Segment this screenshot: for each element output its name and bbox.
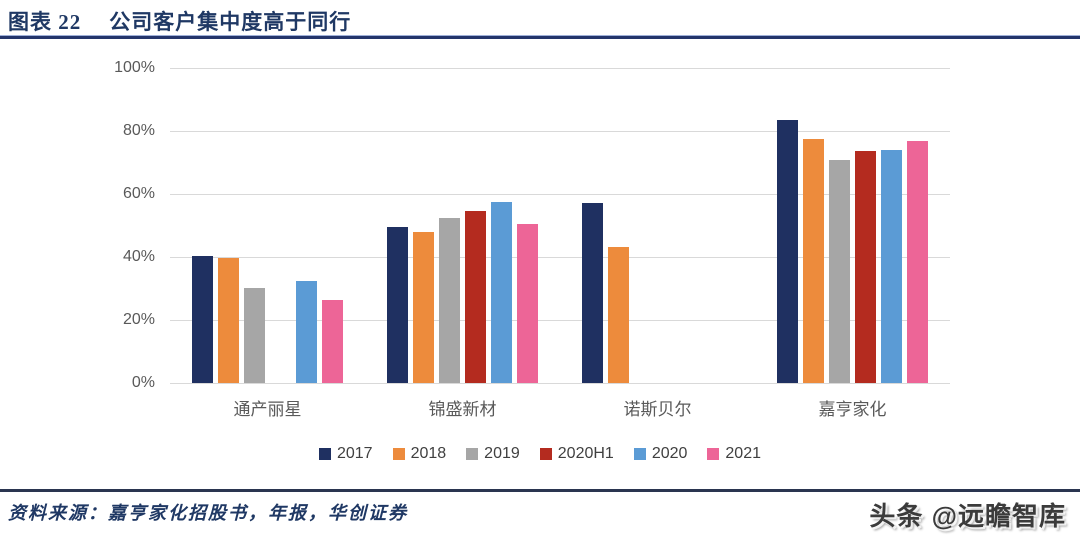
legend-swatch-icon [318, 448, 331, 460]
legend-item-2020H1: 2020H1 [539, 445, 614, 463]
chart-legend: 2017 2018 2019 2020H1 2020 2021 [0, 443, 1080, 465]
gridline [170, 193, 950, 195]
y-tick-label: 0% [131, 374, 155, 391]
legend-label: 2017 [336, 445, 373, 462]
bar-2017 [777, 119, 798, 383]
bar-group [170, 68, 365, 383]
figure-label: 图表 22 [8, 10, 82, 34]
watermark: 头条 @远瞻智库 [869, 501, 1066, 531]
legend-swatch-icon [633, 448, 646, 460]
bar-2020 [296, 280, 317, 383]
bar-2021 [322, 299, 343, 383]
gridline [170, 319, 950, 321]
bar-2020H1 [855, 151, 876, 383]
y-tick-label: 40% [122, 248, 155, 265]
legend-label: 2018 [410, 445, 447, 462]
title-divider [0, 36, 1080, 39]
bar-chart: 通产丽星 锦盛新材 诺斯贝尔 嘉亨家化 0% 20% 40% 60% 80% 100% [0, 55, 1080, 435]
footer-divider [0, 489, 1080, 492]
bar-2018 [218, 257, 239, 383]
bar-2017 [582, 202, 603, 383]
x-tick-label: 嘉亨家化 [818, 400, 887, 419]
x-axis: 通产丽星 锦盛新材 诺斯贝尔 嘉亨家化 [170, 395, 950, 420]
source-note: 资料来源：嘉亨家化招股书，年报，华创证券 [8, 503, 408, 523]
x-tick-label: 通产丽星 [233, 400, 302, 419]
figure-header: 图表 22 公司客户集中度高于同行 [8, 6, 1072, 36]
gridline [170, 382, 950, 384]
legend-item-2018: 2018 [392, 445, 447, 463]
legend-item-2020: 2020 [633, 445, 688, 463]
bar-group [755, 68, 950, 383]
bar-2019 [439, 217, 460, 383]
gridline [170, 67, 950, 69]
legend-item-2021: 2021 [707, 445, 761, 463]
legend-swatch-icon [707, 448, 720, 460]
gridline [170, 256, 950, 258]
y-tick-label: 80% [122, 122, 155, 139]
bar-2020H1 [465, 211, 486, 383]
bar-2019 [244, 287, 265, 383]
x-tick-label: 诺斯贝尔 [623, 400, 692, 419]
bar-2018 [413, 231, 434, 383]
y-tick-label: 60% [122, 185, 155, 202]
legend-label: 2020 [651, 445, 688, 462]
legend-label: 2021 [725, 445, 761, 462]
bar-2020 [881, 150, 902, 383]
bar-group [560, 68, 755, 383]
x-tick-label: 锦盛新材 [428, 400, 497, 419]
bar-2018 [803, 139, 824, 383]
legend-swatch-icon [466, 448, 479, 460]
legend-swatch-icon [392, 448, 405, 460]
bar-2017 [387, 226, 408, 383]
figure-title: 公司客户集中度高于同行 [109, 10, 352, 34]
y-tick-label: 20% [122, 311, 155, 328]
bar-2018 [608, 247, 629, 383]
bar-2021 [907, 140, 928, 383]
bar-2020 [491, 201, 512, 383]
legend-item-2019: 2019 [466, 445, 520, 463]
legend-label: 2019 [484, 445, 520, 462]
legend-item-2017: 2017 [318, 445, 373, 463]
gridline [170, 130, 950, 132]
bar-2017 [192, 256, 213, 383]
bar-2021 [517, 223, 538, 383]
bar-2019 [829, 159, 850, 383]
y-tick-label: 100% [114, 59, 155, 76]
legend-swatch-icon [539, 448, 552, 460]
legend-label: 2020H1 [557, 445, 614, 462]
bar-group [365, 68, 560, 383]
plot-area [170, 67, 950, 384]
